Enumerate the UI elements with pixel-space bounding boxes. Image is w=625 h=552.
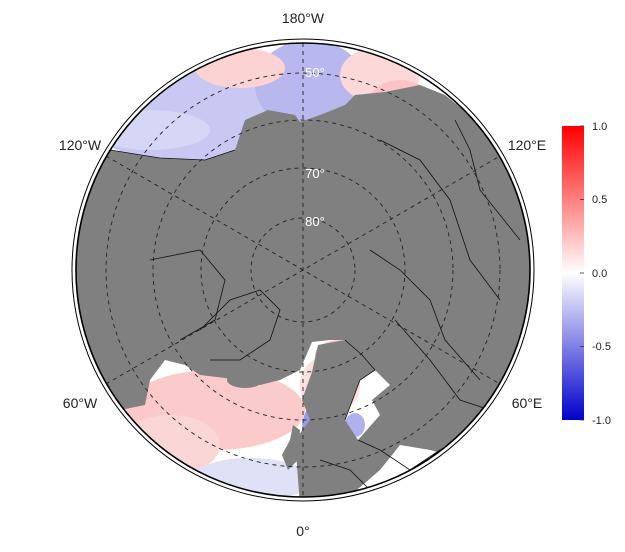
data-field: [76, 43, 530, 497]
lon-label-top: 180°W: [282, 10, 325, 26]
lat-label-70: 70°: [305, 166, 325, 181]
lon-label-bottom: 0°: [296, 523, 309, 539]
lon-label-upper-left: 120°W: [59, 137, 102, 153]
lat-label-50: 50°: [305, 65, 325, 80]
graticule: [105, 43, 501, 497]
lat-label-80: 80°: [305, 214, 325, 229]
lon-label-upper-right: 120°E: [508, 137, 546, 153]
colorbar-tick-1: 1.0: [592, 121, 607, 133]
land-mass: [76, 85, 530, 497]
colorbar-tick-0: 0.0: [592, 268, 607, 280]
colorbar-tick-neg-1: -1.0: [592, 415, 611, 427]
colorbar-gradient: [562, 126, 584, 420]
colorbar: 1.0 0.5 0.0 -0.5 -1.0: [562, 121, 611, 427]
colorbar-tick-0-5: 0.5: [592, 194, 607, 206]
lon-label-lower-left: 60°W: [63, 395, 98, 411]
colorbar-tick-neg-0-5: -0.5: [592, 341, 611, 353]
lon-label-lower-right: 60°E: [512, 395, 543, 411]
map-frame: [75, 42, 531, 498]
map-outer-frame: [71, 38, 535, 502]
